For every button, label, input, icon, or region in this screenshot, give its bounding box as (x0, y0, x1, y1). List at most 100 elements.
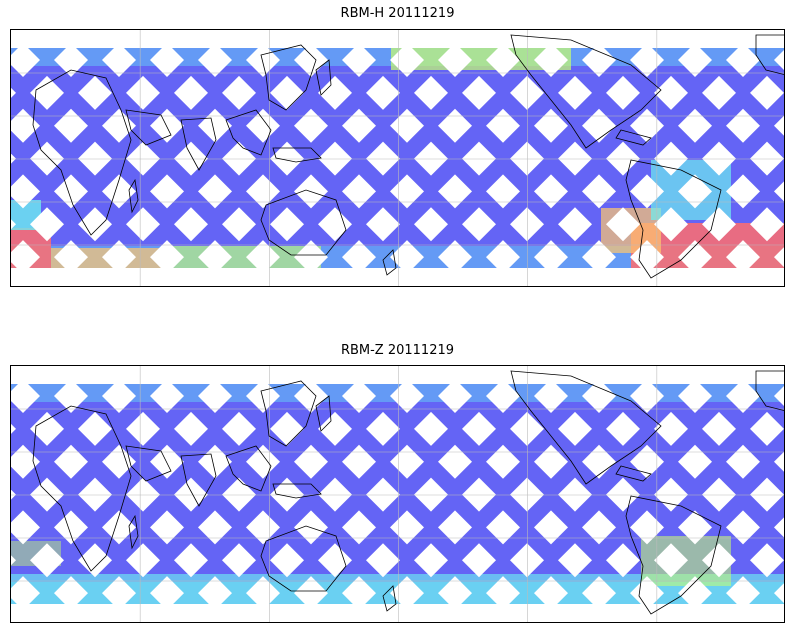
swath-gap (150, 576, 184, 604)
coastline (32, 405, 132, 572)
swath-gap (126, 207, 160, 242)
swath-gap (774, 583, 784, 604)
swath-gap (726, 444, 760, 479)
swath-gap (534, 510, 568, 545)
swath-gap (702, 141, 736, 176)
swath-gap (342, 240, 376, 268)
swath-gap (11, 87, 16, 98)
map-canvas-rbm-z (11, 366, 784, 622)
swath-gap (198, 48, 232, 77)
swath-gap (174, 543, 208, 578)
swath-gap (534, 576, 568, 604)
swath-gap (510, 477, 544, 512)
swath-gap (366, 207, 400, 242)
swath-gap (270, 411, 304, 446)
swath-gap (174, 411, 208, 446)
swath-gap (630, 444, 664, 479)
swath-gap (294, 48, 328, 77)
swath-gap (342, 510, 376, 545)
graticule (11, 30, 784, 286)
swath-gap (486, 48, 520, 77)
swath-gap (630, 174, 664, 209)
swath-gap (510, 411, 544, 446)
swath-gap (366, 543, 400, 578)
swath-gap (486, 576, 520, 604)
swath-gap (582, 444, 616, 479)
swath-gap (726, 174, 760, 209)
coastline (625, 159, 722, 279)
swath-gap (582, 240, 616, 268)
swath-gap (102, 576, 136, 604)
swath-gap (198, 576, 232, 604)
swath-gap (198, 444, 232, 479)
map-panel-rbm-h (10, 29, 785, 287)
swath-gap (246, 510, 280, 545)
swath-gap (510, 75, 544, 110)
swath-gap (774, 181, 784, 202)
swath-gap (294, 576, 328, 604)
swath-gap (630, 48, 664, 77)
swath-gap (654, 477, 688, 512)
coastline (180, 117, 217, 171)
swath-gap (78, 207, 112, 242)
swath-gap (11, 444, 40, 479)
swath-gap (462, 141, 496, 176)
swath-gap (30, 477, 64, 512)
swath-gap (54, 240, 88, 268)
swath-gap (630, 108, 664, 143)
swath-gap (270, 543, 304, 578)
swath-gap (630, 240, 664, 268)
swath-gap (630, 384, 664, 413)
swath-gap (11, 384, 40, 413)
swath-gap (342, 444, 376, 479)
swath-gap (54, 510, 88, 545)
swath-gap (78, 411, 112, 446)
swath-gap (174, 477, 208, 512)
swath-gap (30, 141, 64, 176)
swath-gap (54, 108, 88, 143)
swath-gap (222, 75, 256, 110)
swath-gap (294, 240, 328, 268)
swath-gap (438, 444, 472, 479)
swath-gap (246, 108, 280, 143)
swath-gap (150, 240, 184, 268)
swath-gap (486, 444, 520, 479)
swath-gap (198, 108, 232, 143)
swath-gap (150, 384, 184, 413)
swath-gap (702, 207, 736, 242)
swath-gap (30, 411, 64, 446)
swath-gap (126, 543, 160, 578)
swath-gap (11, 510, 40, 545)
swath-gap (654, 543, 688, 578)
swath-gap (750, 141, 784, 176)
coastline (615, 465, 652, 482)
swath-gap (54, 384, 88, 413)
swath-gap (678, 174, 712, 209)
swath-gap (462, 543, 496, 578)
swath-gaps (11, 48, 784, 268)
swath-gap (678, 108, 712, 143)
coastlines (32, 34, 784, 279)
swath-gap (462, 411, 496, 446)
swath-gap (54, 48, 88, 77)
swath-gap (654, 75, 688, 110)
swath-gap (654, 207, 688, 242)
swath-gap (726, 510, 760, 545)
swath-gap (198, 510, 232, 545)
swath-gap (534, 48, 568, 77)
swath-gap (342, 48, 376, 77)
swath-gap (366, 75, 400, 110)
swath-gap (102, 240, 136, 268)
swath-gap (486, 108, 520, 143)
swath-gap (774, 50, 784, 70)
coastline (180, 453, 217, 507)
swath-gap (606, 411, 640, 446)
swath-layer (11, 384, 784, 604)
swath-gap (558, 477, 592, 512)
swath-gap (678, 240, 712, 268)
swath-gap (198, 384, 232, 413)
swath-gap (438, 174, 472, 209)
swath-gap (678, 576, 712, 604)
coastline (125, 445, 172, 482)
swath-gap (11, 240, 40, 268)
